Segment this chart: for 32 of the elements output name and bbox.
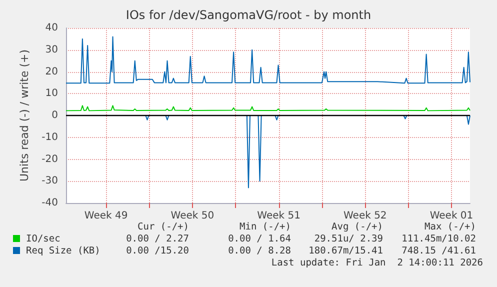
legend-label: IO/sec — [26, 234, 60, 244]
text: 0.00 / 2.27 — [126, 234, 189, 244]
text: 29.51u/ 2.39 — [314, 234, 384, 244]
y-tick-label: 40 — [45, 22, 58, 34]
text: 180.67m/15.41 — [308, 246, 384, 256]
text: Min (-/+) — [240, 222, 291, 232]
text: 0.00 / 8.28 — [228, 246, 292, 256]
text: Avg (-/+) — [332, 222, 383, 232]
text: Max (-/+) — [424, 222, 476, 232]
x-tick-label: Week 51 — [257, 210, 300, 222]
text: 0.00 / 1.64 — [228, 234, 292, 244]
text: 111.45m/10.02 — [402, 234, 476, 244]
x-tick-label: Week 01 — [430, 210, 474, 222]
legend-label: Req Size (KB) — [26, 246, 100, 256]
y-tick-label: -30 — [42, 176, 58, 187]
y-tick-label: 20 — [45, 66, 58, 78]
x-tick-label: Week 49 — [84, 210, 128, 222]
y-tick-label: -10 — [42, 132, 58, 143]
text: Last update: Fri Jan 2 14:00:11 2026 — [271, 258, 484, 268]
y-axis-title: Units read (-) / write (+) — [18, 49, 31, 182]
text: Cur (-/+) — [138, 222, 189, 232]
x-tick-label: Week 52 — [343, 210, 387, 222]
y-tick-label: 10 — [45, 88, 58, 100]
chart-title: IOs for /dev/SangomaVG/root - by month — [126, 8, 372, 22]
y-tick-label: -20 — [42, 154, 58, 165]
text: 748.15 /41.61 — [402, 246, 476, 256]
y-tick-label: 30 — [45, 44, 58, 56]
y-tick-label: 0 — [52, 110, 58, 121]
line-series — [66, 36, 470, 84]
text: 0.00 /15.20 — [126, 246, 190, 256]
x-tick-label: Week 50 — [170, 210, 214, 222]
y-tick-label: -40 — [42, 198, 58, 208]
